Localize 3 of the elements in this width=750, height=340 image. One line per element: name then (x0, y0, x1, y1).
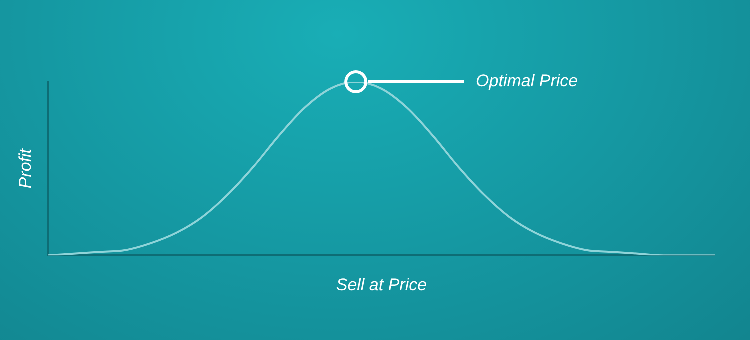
y-axis-title: Profit (16, 148, 35, 189)
annotation: Optimal Price (476, 72, 578, 91)
x-axis-title: Sell at Price (336, 276, 428, 295)
